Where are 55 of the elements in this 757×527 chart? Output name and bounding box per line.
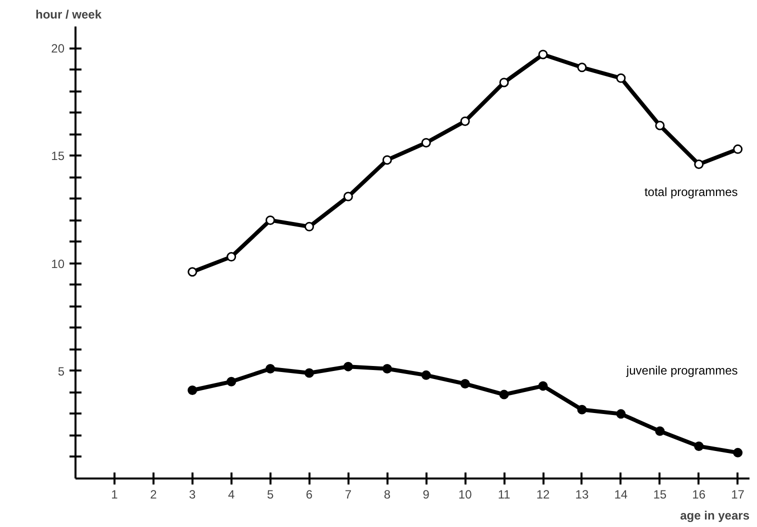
- point: [577, 404, 587, 414]
- point: [460, 379, 470, 389]
- point: [304, 368, 314, 378]
- text: juvenile programmes: [625, 364, 738, 378]
- point: [538, 50, 548, 60]
- point: [421, 370, 431, 380]
- point: [655, 426, 665, 436]
- point: [382, 155, 392, 165]
- point: [499, 78, 509, 88]
- point: [733, 448, 743, 458]
- y-axis-title: hour / week: [36, 8, 102, 22]
- point: [304, 222, 314, 232]
- x-tick-label: 14: [614, 488, 628, 502]
- point: [188, 386, 198, 395]
- x-tick-label: 10: [458, 488, 472, 502]
- point: [655, 120, 665, 130]
- x-tick-label: 9: [422, 488, 430, 502]
- y-tick-label: 10: [51, 256, 65, 271]
- x-tick-label: 7: [344, 488, 352, 502]
- point: [577, 62, 587, 72]
- point: [616, 73, 626, 83]
- x-tick-label: 1: [111, 488, 118, 502]
- x-tick-label: 15: [653, 488, 667, 502]
- point: [421, 138, 431, 148]
- x-tick-label: 11: [498, 488, 511, 502]
- point: [538, 381, 548, 391]
- x-tick-label: 3: [189, 488, 196, 502]
- x-tick-label: 6: [306, 488, 313, 502]
- point: [343, 192, 353, 202]
- point: [733, 144, 743, 154]
- point: [499, 390, 509, 400]
- x-tick-label: 13: [575, 488, 589, 502]
- point: [266, 215, 276, 225]
- point: [266, 364, 276, 374]
- y-tick-label: 15: [51, 149, 65, 164]
- point: [694, 441, 704, 451]
- point: [226, 376, 236, 386]
- x-tick-label: 8: [384, 488, 391, 502]
- y-tick-label: 20: [51, 42, 65, 56]
- y-tick-label: 5: [58, 364, 65, 378]
- x-tick-label: 2: [150, 488, 158, 502]
- x-axis-title: age in years: [680, 508, 750, 522]
- x-tick-label: 17: [731, 488, 745, 502]
- point: [694, 160, 704, 169]
- x-tick-label: 16: [692, 488, 706, 502]
- point: [616, 409, 626, 419]
- point: [382, 364, 392, 374]
- point: [460, 116, 470, 126]
- point: [188, 267, 198, 277]
- point: [343, 362, 353, 372]
- point: [226, 252, 236, 262]
- text: total programmes: [644, 185, 738, 200]
- x-tick-label: 4: [228, 488, 235, 502]
- x-tick-label: 12: [536, 488, 550, 502]
- x-tick-label: 5: [266, 488, 274, 502]
